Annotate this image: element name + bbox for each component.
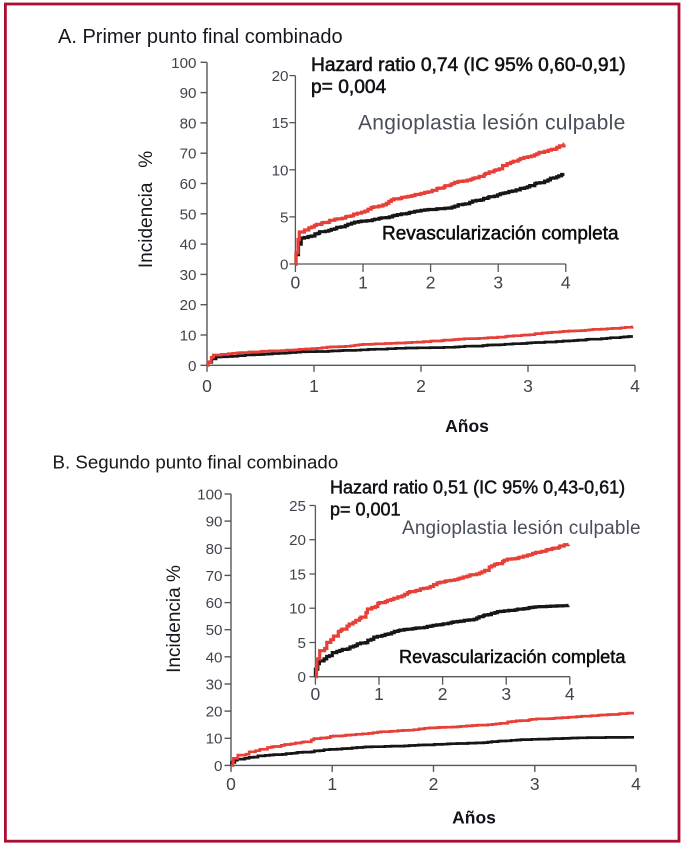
svg-text:Años: Años: [452, 807, 496, 827]
svg-text:80: 80: [180, 115, 197, 132]
svg-text:4: 4: [630, 376, 640, 396]
svg-text:70: 70: [180, 146, 197, 163]
svg-text:Revascularización completa: Revascularización completa: [382, 224, 619, 245]
svg-text:3: 3: [493, 273, 503, 293]
svg-text:3: 3: [530, 774, 540, 794]
svg-text:1: 1: [309, 376, 319, 396]
svg-text:B. Segundo punto final combina: B. Segundo punto final combinado: [53, 451, 339, 472]
svg-text:20: 20: [289, 532, 306, 549]
svg-text:0: 0: [280, 257, 288, 274]
svg-text:1: 1: [327, 774, 337, 794]
svg-text:10: 10: [180, 328, 197, 345]
svg-text:20: 20: [180, 297, 197, 314]
svg-text:0: 0: [226, 774, 236, 794]
svg-text:2: 2: [429, 774, 439, 794]
svg-text:100: 100: [197, 487, 222, 504]
svg-text:0: 0: [291, 273, 301, 293]
svg-text:4: 4: [565, 684, 575, 704]
svg-text:5: 5: [280, 209, 288, 226]
svg-text:1: 1: [374, 684, 384, 704]
svg-text:10: 10: [206, 731, 223, 748]
svg-text:70: 70: [206, 568, 223, 585]
svg-text:10: 10: [272, 162, 289, 179]
svg-text:15: 15: [289, 566, 306, 583]
svg-text:60: 60: [206, 595, 223, 612]
svg-text:0: 0: [202, 376, 212, 396]
svg-text:40: 40: [206, 649, 223, 666]
svg-text:20: 20: [272, 68, 289, 85]
svg-text:1: 1: [358, 273, 368, 293]
svg-text:50: 50: [180, 206, 197, 223]
svg-text:2: 2: [426, 273, 436, 293]
svg-text:4: 4: [631, 774, 641, 794]
svg-text:Hazard ratio 0,51 (IC 95% 0,43: Hazard ratio 0,51 (IC 95% 0,43-0,61): [330, 478, 625, 498]
svg-text:0: 0: [311, 684, 321, 704]
svg-text:40: 40: [180, 237, 197, 254]
svg-text:30: 30: [206, 677, 223, 694]
svg-text:2: 2: [438, 684, 448, 704]
svg-text:90: 90: [206, 514, 223, 531]
svg-text:A. Primer punto final combinad: A. Primer punto final combinado: [58, 26, 343, 48]
svg-text:Incidencia %: Incidencia %: [136, 151, 157, 268]
svg-text:20: 20: [206, 704, 223, 721]
svg-text:Angioplastia lesión culpable: Angioplastia lesión culpable: [358, 112, 626, 135]
svg-text:2: 2: [416, 376, 426, 396]
svg-text:3: 3: [501, 684, 511, 704]
svg-text:50: 50: [206, 622, 223, 639]
svg-text:p= 0,001: p= 0,001: [330, 500, 401, 520]
svg-text:80: 80: [206, 541, 223, 558]
svg-text:p= 0,004: p= 0,004: [311, 77, 387, 98]
svg-text:Incidencia %: Incidencia %: [164, 565, 185, 673]
svg-text:4: 4: [561, 273, 571, 293]
svg-text:90: 90: [180, 85, 197, 102]
svg-text:30: 30: [180, 267, 197, 284]
svg-text:25: 25: [289, 498, 306, 515]
svg-text:Hazard ratio 0,74 (IC 95% 0,60: Hazard ratio 0,74 (IC 95% 0,60-0,91): [311, 55, 626, 76]
svg-text:Años: Años: [445, 416, 489, 436]
svg-text:Angioplastia lesión culpable: Angioplastia lesión culpable: [402, 518, 641, 539]
svg-text:10: 10: [289, 601, 306, 618]
svg-text:60: 60: [180, 176, 197, 193]
svg-text:0: 0: [214, 758, 222, 775]
svg-text:15: 15: [272, 115, 289, 132]
svg-text:5: 5: [298, 635, 306, 652]
svg-text:3: 3: [523, 376, 533, 396]
svg-text:Revascularización completa: Revascularización completa: [399, 647, 626, 667]
svg-text:100: 100: [171, 55, 196, 72]
svg-text:0: 0: [298, 669, 306, 686]
svg-text:0: 0: [188, 358, 196, 375]
